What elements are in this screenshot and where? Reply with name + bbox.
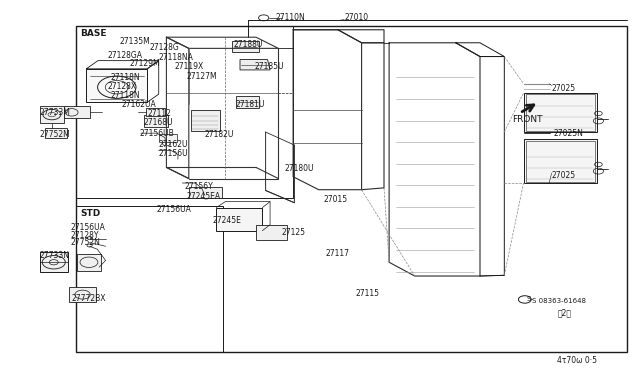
Text: 27156UA: 27156UA: [70, 223, 105, 232]
Text: 27180U: 27180U: [285, 164, 314, 173]
Text: 27181U: 27181U: [236, 100, 265, 109]
Text: 27125: 27125: [282, 228, 306, 237]
Bar: [76, 26, 627, 352]
Bar: [256, 225, 287, 240]
Bar: [69, 287, 96, 302]
Text: 27156Y: 27156Y: [184, 182, 213, 191]
Text: 27117: 27117: [325, 249, 349, 258]
Bar: [189, 187, 222, 198]
Text: FRONT: FRONT: [512, 115, 543, 124]
Text: 27156UB: 27156UB: [140, 129, 174, 138]
Bar: [191, 110, 220, 131]
Text: 27162U: 27162U: [159, 140, 188, 149]
Polygon shape: [240, 60, 270, 70]
Bar: [524, 93, 597, 132]
Text: 27245E: 27245E: [212, 216, 241, 225]
Text: 27128GA: 27128GA: [108, 51, 143, 60]
Bar: [526, 94, 595, 131]
Polygon shape: [236, 96, 259, 108]
Text: 27115: 27115: [355, 289, 380, 298]
Text: 27168U: 27168U: [144, 118, 173, 127]
Bar: [64, 106, 90, 118]
Bar: [76, 26, 293, 198]
Text: 27118N: 27118N: [110, 92, 140, 100]
Text: 27025N: 27025N: [554, 129, 584, 138]
Text: 27128G: 27128G: [150, 43, 179, 52]
Text: 27733N: 27733N: [40, 251, 70, 260]
Text: 27185U: 27185U: [255, 62, 284, 71]
Bar: [45, 128, 67, 138]
Text: 27025: 27025: [552, 84, 576, 93]
Text: （2）: （2）: [558, 309, 572, 318]
Bar: [77, 254, 101, 271]
Bar: [216, 208, 262, 231]
Text: 27127M: 27127M: [187, 72, 218, 81]
Polygon shape: [232, 41, 259, 52]
Text: 27119X: 27119X: [174, 62, 204, 71]
Bar: [146, 108, 165, 116]
Text: 27752M: 27752M: [40, 130, 70, 139]
Text: 27025: 27025: [552, 171, 576, 180]
Text: 27162UA: 27162UA: [122, 100, 156, 109]
Text: 27112: 27112: [147, 109, 171, 118]
Bar: [40, 252, 68, 272]
Text: 27772BX: 27772BX: [72, 294, 106, 303]
Bar: [144, 115, 168, 127]
Text: 27135M: 27135M: [119, 37, 150, 46]
Text: 27128Y: 27128Y: [70, 231, 99, 240]
Bar: [86, 69, 147, 102]
Text: 27733M: 27733M: [40, 108, 70, 117]
Text: 27118N: 27118N: [110, 73, 140, 82]
Bar: [524, 139, 597, 183]
Text: 27245EA: 27245EA: [187, 192, 221, 201]
Text: 27188U: 27188U: [234, 40, 263, 49]
Text: 27118NA: 27118NA: [159, 53, 193, 62]
Bar: [526, 141, 595, 182]
Text: 27010: 27010: [344, 13, 369, 22]
Text: 27156U: 27156U: [159, 149, 188, 158]
Bar: [76, 206, 223, 352]
Text: 27129M: 27129M: [129, 59, 160, 68]
Text: 27015: 27015: [323, 195, 348, 203]
Bar: [40, 106, 64, 123]
Text: 27752N: 27752N: [70, 238, 100, 247]
Bar: [159, 134, 177, 142]
Text: STD: STD: [80, 209, 100, 218]
Text: S 08363-61648: S 08363-61648: [532, 298, 586, 304]
Text: 4τ70ω 0·5: 4τ70ω 0·5: [557, 356, 596, 365]
Text: 27156UA: 27156UA: [157, 205, 191, 214]
Text: 27182U: 27182U: [205, 130, 234, 139]
Text: S: S: [526, 296, 531, 302]
Text: BASE: BASE: [80, 29, 106, 38]
Text: 27128X: 27128X: [108, 82, 137, 91]
Text: 27110N: 27110N: [275, 13, 305, 22]
